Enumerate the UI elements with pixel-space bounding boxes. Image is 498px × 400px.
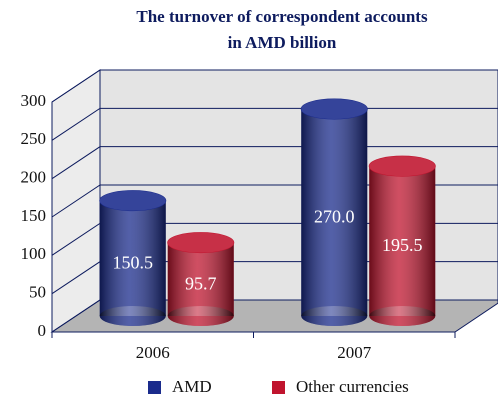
y-tick-label: 300: [21, 91, 47, 110]
data-label: 95.7: [185, 273, 217, 293]
bar-shading: [167, 306, 234, 326]
chart-subtitle: in AMD billion: [228, 33, 337, 52]
y-tick-label: 0: [38, 321, 47, 340]
legend-label: AMD: [172, 377, 212, 396]
bar-shading: [301, 306, 368, 326]
bar-shading: [99, 200, 166, 316]
data-label: 270.0: [314, 207, 355, 227]
cylinder-top: [167, 232, 235, 254]
x-tick-label: 2006: [136, 343, 170, 362]
cylinder-top: [99, 190, 167, 212]
cylinder-top-shine: [167, 232, 234, 253]
legend-label: Other currencies: [296, 377, 409, 396]
y-tick-label: 200: [21, 168, 47, 187]
cylinder-top-shine: [99, 190, 166, 211]
y-tick-label: 250: [21, 129, 47, 148]
cylinder-top: [300, 98, 368, 120]
bar-shading: [99, 306, 166, 326]
x-tick-label: 2007: [337, 343, 372, 362]
legend-swatch: [148, 381, 161, 394]
grid-line: [51, 69, 498, 103]
bar-shading: [301, 109, 368, 316]
cylinder-top-shine: [301, 99, 368, 119]
y-tick-label: 50: [29, 283, 46, 302]
chart-title: The turnover of correspondent accounts: [136, 7, 428, 26]
cylinder-top: [368, 155, 436, 177]
bar-shading: [167, 242, 234, 316]
cylinder-top-shine: [369, 156, 436, 177]
data-label: 150.5: [113, 252, 154, 272]
y-tick-label: 150: [21, 206, 47, 225]
legend-swatch: [272, 381, 285, 394]
data-label: 195.5: [382, 235, 423, 255]
bar-shading: [369, 306, 436, 326]
y-tick-label: 100: [21, 244, 47, 263]
bar-shading: [369, 166, 436, 316]
